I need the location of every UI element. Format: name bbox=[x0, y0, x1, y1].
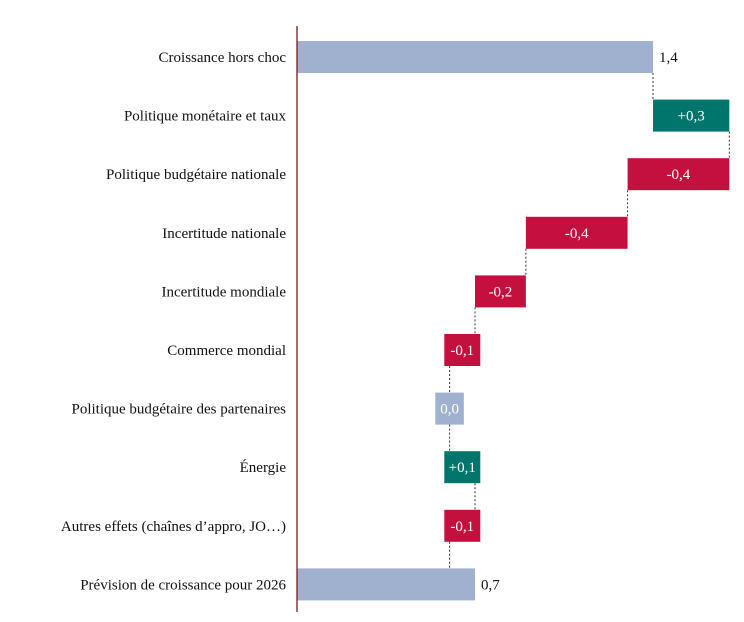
bar bbox=[444, 334, 481, 366]
bar bbox=[435, 392, 464, 425]
data-label: -0,4 bbox=[667, 167, 691, 183]
bar bbox=[297, 41, 654, 73]
category-label: Politique budgétaire nationale bbox=[106, 167, 286, 183]
data-label: -0,2 bbox=[489, 284, 513, 300]
category-label: Autres effets (chaînes d’appro, JO…) bbox=[61, 519, 286, 535]
category-label: Énergie bbox=[240, 459, 287, 476]
category-label: Croissance hors choc bbox=[159, 50, 287, 66]
category-label: Incertitude nationale bbox=[162, 226, 286, 242]
category-label: Prévision de croissance pour 2026 bbox=[80, 577, 286, 593]
bar bbox=[653, 99, 730, 132]
bar bbox=[444, 509, 481, 542]
data-label: 1,4 bbox=[659, 50, 678, 66]
category-label: Politique budgétaire des partenaires bbox=[71, 402, 286, 418]
data-label: +0,1 bbox=[449, 460, 476, 476]
data-label: 0,0 bbox=[440, 402, 459, 418]
data-label: -0,1 bbox=[450, 519, 474, 535]
category-label: Incertitude mondiale bbox=[161, 284, 286, 300]
data-label: -0,4 bbox=[565, 226, 589, 242]
bar bbox=[525, 216, 628, 249]
bar bbox=[627, 158, 730, 191]
data-label: +0,3 bbox=[678, 109, 705, 125]
data-label: -0,1 bbox=[450, 343, 474, 359]
category-label: Politique monétaire et taux bbox=[124, 109, 287, 125]
bar bbox=[297, 568, 476, 601]
bar bbox=[444, 451, 481, 484]
category-label: Commerce mondial bbox=[167, 343, 286, 359]
data-label: 0,7 bbox=[481, 577, 500, 593]
bar bbox=[475, 275, 526, 308]
